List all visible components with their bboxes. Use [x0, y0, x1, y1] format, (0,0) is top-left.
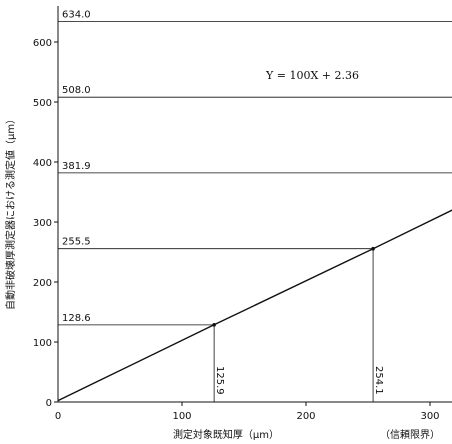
data-point-0: [212, 323, 216, 327]
y-tick-label-0: 0: [46, 398, 52, 409]
y-tick-label-100: 100: [33, 338, 52, 349]
y-value-label-3: 508.0: [62, 85, 91, 96]
y-tick-label-200: 200: [33, 278, 52, 289]
series: [57, 209, 452, 402]
ticks: 01002003004005006000100200300400500600: [33, 38, 440, 422]
y-value-label-4: 634.0: [62, 10, 91, 21]
y-tick-label-400: 400: [33, 158, 52, 169]
annotations: 128.6125.9255.5254.1381.9379.4508.0506.4…: [62, 10, 384, 395]
y-value-label-0: 128.6: [62, 313, 91, 324]
y-tick-label-300: 300: [33, 218, 52, 229]
y-tick-label-600: 600: [33, 38, 52, 49]
guide-lines: [58, 21, 452, 402]
x-tick-label-100: 100: [172, 411, 191, 422]
y-tick-label-500: 500: [33, 98, 52, 109]
x-tick-label-200: 200: [296, 411, 315, 422]
y-axis-title: 自動非破壊厚測定器における測定値（μm）: [4, 114, 17, 310]
axes: [57, 6, 452, 403]
y-value-label-1: 255.5: [62, 237, 91, 248]
x-axis-title: 測定対象既知厚（μm）: [173, 428, 279, 441]
data-point-1: [371, 246, 375, 251]
x-value-label-1: 254.1: [373, 366, 384, 395]
x-value-label-0: 125.9: [214, 366, 225, 395]
equation-label: Y = 100X + 2.36: [265, 69, 359, 82]
y-value-label-2: 381.9: [62, 161, 91, 172]
x-tick-label-0: 0: [55, 411, 61, 422]
series-line: [57, 209, 452, 402]
x-axis-note: （信頼限界）: [380, 429, 440, 441]
x-tick-label-300: 300: [420, 411, 439, 422]
